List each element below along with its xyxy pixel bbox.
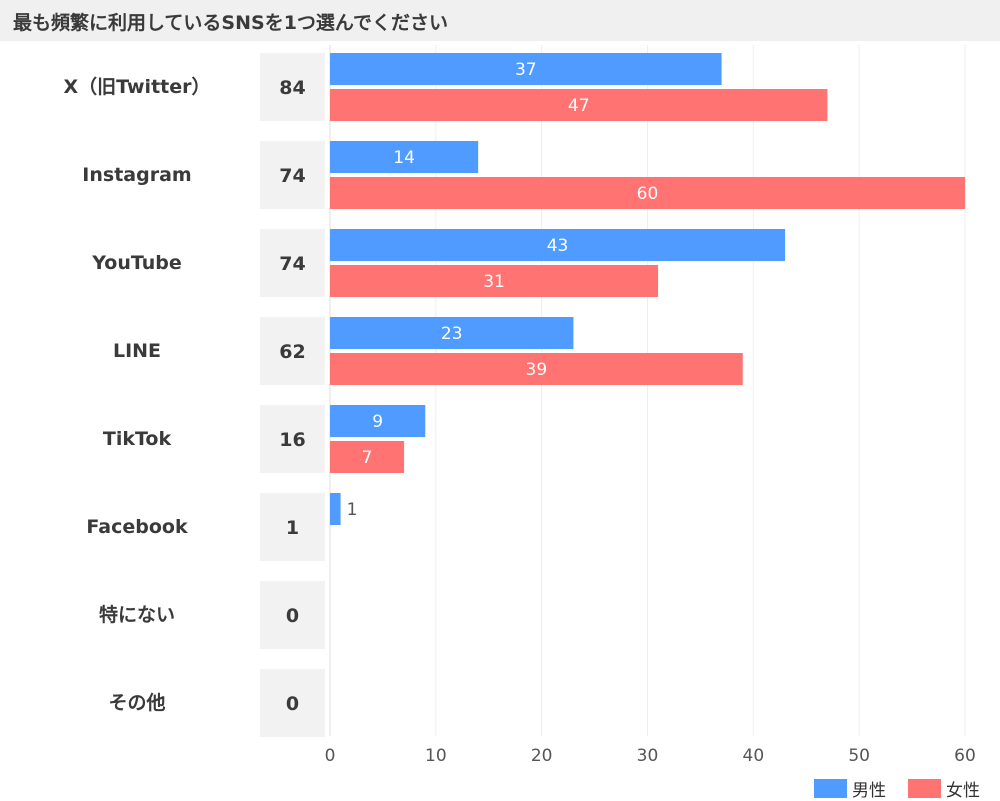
legend-label-male: 男性 [852,780,886,801]
total-box [260,317,325,385]
category-label: TikTok [103,428,172,450]
category-label: YouTube [91,252,181,274]
total-value: 74 [279,253,305,275]
category-label: 特にない [99,604,175,626]
x-tick-label: 20 [531,746,553,766]
bar-male [330,405,426,437]
total-value: 1 [286,517,299,539]
bar-label-female: 39 [526,360,548,380]
bar-female [330,265,659,297]
total-box [260,53,325,121]
bar-label-female: 60 [637,184,659,204]
total-box [260,141,325,209]
bar-female [330,177,965,209]
category-label: その他 [108,691,165,714]
bar-label-male: 43 [547,236,569,256]
total-value: 84 [279,77,305,99]
title-bar: 最も頻繁に利用しているSNSを1つ選んでください [0,0,1000,41]
bar-label-male: 14 [393,148,415,168]
x-tick-label: 30 [637,746,659,766]
total-box [260,405,325,473]
bar-female [330,441,405,473]
x-tick-label: 10 [425,746,447,766]
bar-label-male: 37 [515,60,537,80]
total-value: 16 [279,429,305,451]
bar-male [330,141,479,173]
category-label: X（旧Twitter） [63,75,210,98]
x-tick-label: 60 [954,746,976,766]
chart-title: 最も頻繁に利用しているSNSを1つ選んでください [13,12,448,34]
bar-male [330,493,341,525]
x-tick-label: 40 [743,746,765,766]
total-box [260,669,325,737]
legend-swatch-female [908,778,941,798]
bar-label-female: 47 [568,96,590,116]
category-label: LINE [113,340,161,362]
bar-label-female: 31 [483,272,505,292]
x-tick-label: 0 [325,746,336,766]
category-label: Instagram [82,164,191,186]
bar-female [330,353,743,385]
legend-swatch-male [814,778,847,798]
bar-label-female: 7 [362,448,373,468]
bar-male [330,229,786,261]
category-label: Facebook [86,516,188,538]
total-value: 62 [279,341,305,363]
bar-label-male: 9 [372,412,383,432]
bar-female [330,89,828,121]
total-box [260,493,325,561]
bar-label-male: 1 [347,500,358,520]
total-value: 74 [279,165,305,187]
bar-male [330,317,574,349]
total-value: 0 [286,605,299,627]
legend-item-male: 男性 [814,778,886,801]
x-tick-label: 50 [848,746,870,766]
total-box [260,229,325,297]
total-value: 0 [286,693,299,715]
legend-item-female: 女性 [908,778,980,801]
total-box [260,581,325,649]
bar-male [330,53,722,85]
legend-label-female: 女性 [946,780,980,801]
bar-label-male: 23 [441,324,463,344]
